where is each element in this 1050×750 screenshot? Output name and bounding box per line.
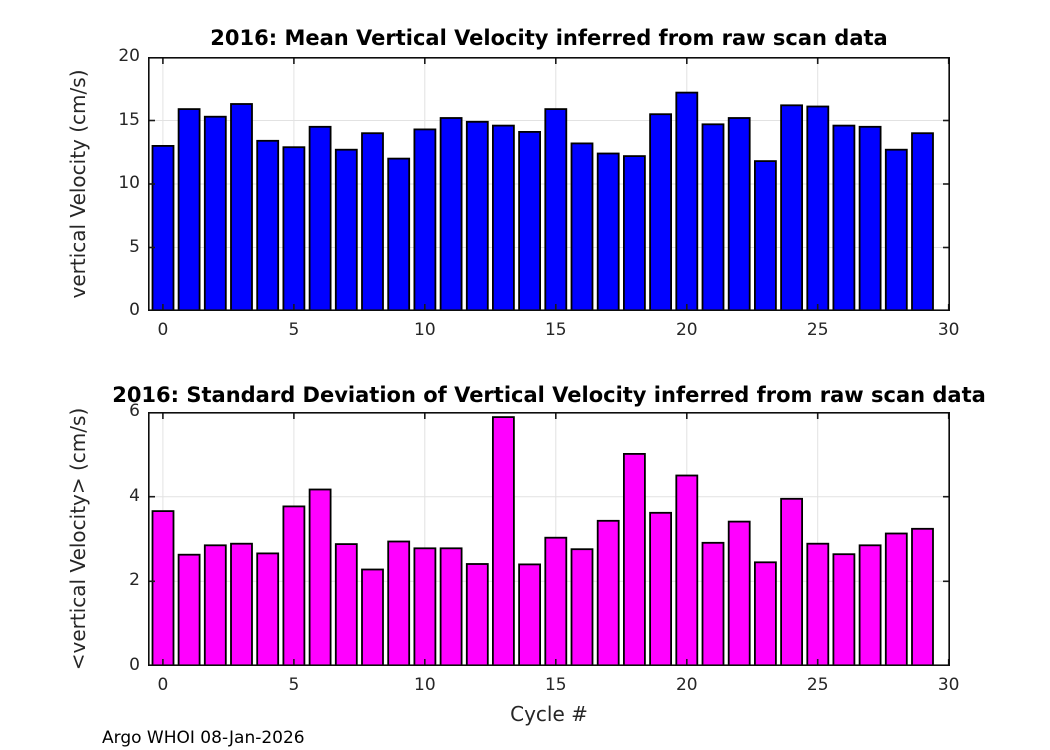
- std-velocity-title: 2016: Standard Deviation of Vertical Vel…: [112, 383, 986, 407]
- std-velocity-chart: 0 5 10 15 20 25 30 0 2 4 6: [0, 401, 1050, 695]
- bar: [203, 544, 227, 666]
- y-tick-label: 0: [129, 655, 140, 675]
- x-tick-label: 5: [288, 320, 300, 340]
- bar: [649, 511, 673, 666]
- bar: [387, 157, 411, 311]
- bar: [203, 115, 227, 311]
- bar: [256, 552, 280, 666]
- y-tick-label: 15: [118, 109, 140, 130]
- bar: [544, 536, 568, 666]
- axes-frame: [148, 412, 950, 666]
- x-tick-label: 15: [544, 320, 567, 340]
- bar: [701, 123, 725, 311]
- bar: [622, 453, 646, 666]
- bar: [832, 124, 856, 311]
- footer-attribution: Argo WHOI 08-Jan-2026: [102, 728, 305, 748]
- x-tick-label: 0: [157, 320, 169, 340]
- x-tick-label: 0: [157, 675, 169, 695]
- y-tick-label: 10: [118, 173, 140, 193]
- y-tick-label: 4: [129, 485, 140, 506]
- bar: [491, 124, 515, 311]
- bar: [491, 416, 515, 666]
- bar: [334, 543, 358, 666]
- bar: [256, 139, 280, 311]
- bar: [780, 104, 803, 311]
- y-tick-label: 6: [129, 401, 140, 421]
- bar: [361, 568, 384, 666]
- bar: [780, 497, 803, 666]
- x-tick-label: 10: [414, 675, 436, 695]
- bar: [230, 103, 253, 311]
- bar: [308, 125, 332, 311]
- x-tick-label: 25: [806, 675, 829, 695]
- bar: [754, 160, 777, 311]
- x-tick-label: 30: [937, 320, 960, 340]
- mean-velocity-plot-area: [148, 57, 950, 311]
- bar-plot-canvas: [148, 57, 950, 311]
- x-axis-label: Cycle #: [510, 702, 588, 726]
- bar: [413, 547, 437, 666]
- bar: [177, 553, 201, 666]
- x-tick-label: 25: [806, 320, 829, 340]
- bar: [911, 132, 934, 311]
- y-tick-label: 0: [129, 300, 140, 320]
- bar: [308, 488, 332, 666]
- bar: [570, 548, 594, 666]
- x-tick-label: 30: [937, 675, 960, 695]
- bar: [177, 108, 201, 311]
- bar: [858, 125, 882, 311]
- bar: [727, 117, 751, 311]
- bar: [675, 474, 699, 666]
- bar: [361, 132, 384, 311]
- bar: [727, 520, 751, 666]
- bar: [806, 542, 830, 666]
- bar: [439, 547, 463, 666]
- bar: [334, 148, 358, 311]
- bar: [387, 540, 411, 666]
- bar: [544, 108, 568, 311]
- bar: [649, 113, 673, 311]
- bar: [806, 105, 830, 311]
- bar: [282, 505, 306, 666]
- bar: [884, 148, 908, 311]
- bar: [439, 117, 463, 311]
- bar: [465, 120, 489, 311]
- bar: [754, 561, 777, 666]
- bar: [518, 563, 542, 666]
- y-tick-label: 5: [129, 236, 140, 257]
- bar: [570, 142, 594, 311]
- bar: [596, 519, 620, 666]
- bar: [675, 91, 699, 311]
- bar: [518, 131, 542, 311]
- bar: [701, 541, 725, 666]
- axes-frame: [148, 57, 950, 311]
- bar: [596, 152, 620, 311]
- bar: [230, 542, 253, 666]
- bar: [282, 146, 306, 311]
- mean-velocity-title: 2016: Mean Vertical Velocity inferred fr…: [210, 26, 888, 50]
- x-tick-label: 15: [544, 675, 567, 695]
- bar: [151, 510, 175, 666]
- bar-plot-canvas: [148, 412, 950, 666]
- bar: [151, 145, 175, 311]
- bar: [858, 544, 882, 666]
- bar: [622, 155, 646, 311]
- bar: [832, 553, 856, 666]
- x-tick-label: 20: [675, 675, 698, 695]
- bar: [884, 532, 908, 666]
- x-tick-label: 20: [675, 320, 698, 340]
- x-tick-label: 10: [414, 320, 436, 340]
- std-velocity-plot-area: [148, 412, 950, 666]
- y-tick-label: 2: [129, 570, 140, 591]
- x-tick-label: 5: [288, 675, 300, 695]
- bar: [413, 128, 437, 311]
- y-tick-label: 20: [118, 46, 140, 66]
- bar: [465, 563, 489, 666]
- mean-velocity-chart: 0 5 10 15 20 25 30 0 5 10 15 20: [0, 46, 1050, 340]
- bar: [911, 527, 934, 666]
